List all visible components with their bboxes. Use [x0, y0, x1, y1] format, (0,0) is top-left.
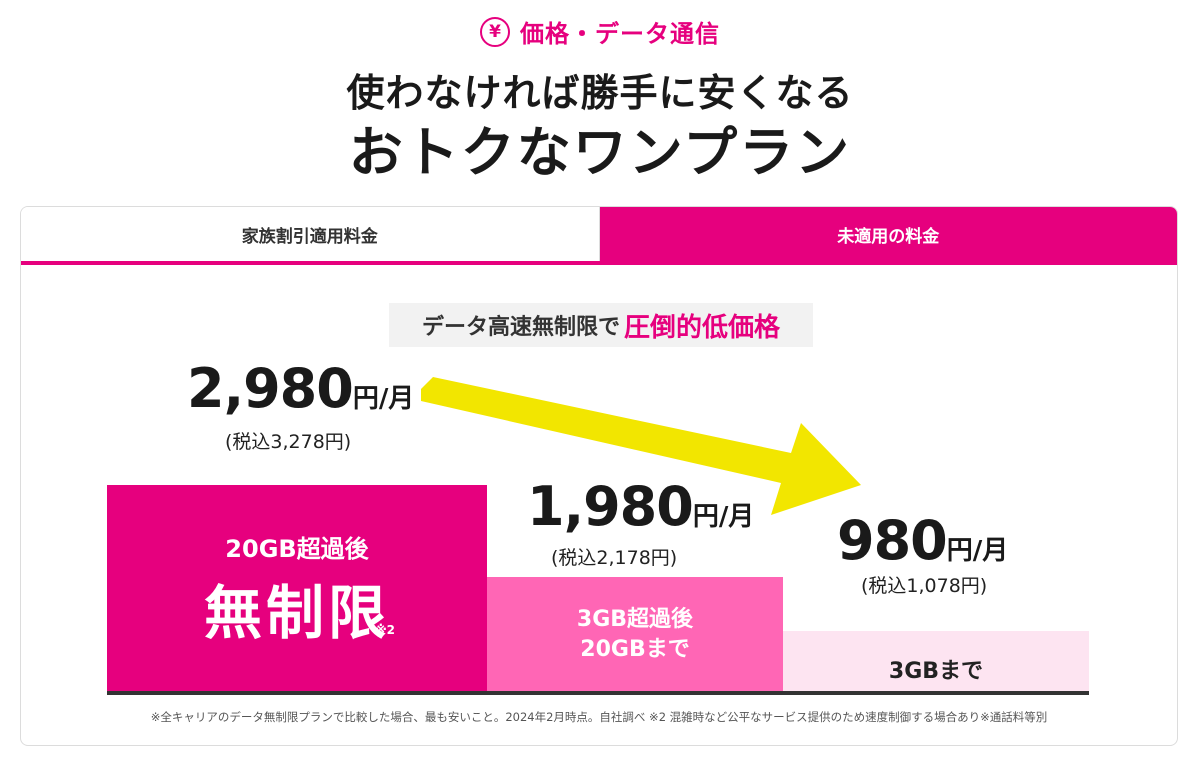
price-top: 2,980円/月	[187, 357, 414, 420]
headline-line2: おトクなワンプラン	[348, 121, 852, 184]
pricing-card: 家族割引適用料金 未適用の料金 データ高速無制限で 圧倒的低価格 2,980円/…	[20, 206, 1178, 746]
price-top-amount: 2,980	[187, 357, 354, 420]
yen-icon: ¥	[480, 16, 510, 47]
tagline: データ高速無制限で 圧倒的低価格	[389, 303, 813, 347]
price-mid: 1,980円/月	[527, 475, 754, 538]
bar-mid: 3GB超過後 20GBまで	[487, 577, 783, 693]
headline-line1: 使わなければ勝手に安くなる	[346, 71, 854, 115]
tab-standard-price[interactable]: 未適用の料金	[599, 207, 1177, 261]
bar-unlimited-line1: 20GB超過後	[225, 534, 369, 563]
price-mid-amount: 1,980	[527, 475, 694, 538]
yellow-arrow-icon	[421, 377, 861, 515]
bar-low: 3GBまで	[783, 631, 1089, 693]
chart-baseline	[107, 691, 1089, 695]
bar-mid-line1: 3GB超過後	[576, 607, 694, 632]
price-low-amount: 980	[837, 509, 948, 572]
bar-unlimited: 20GB超過後 無制限 ※2	[107, 485, 487, 693]
price-mid-tax: (税込2,178円)	[551, 547, 678, 569]
price-low-tax: (税込1,078円)	[861, 575, 988, 597]
bar-mid-line2: 20GBまで	[580, 637, 690, 662]
bar-unlimited-line2: 無制限	[203, 578, 390, 647]
price-low: 980円/月	[837, 509, 1008, 572]
tagline-text: データ高速無制限で	[421, 315, 620, 340]
price-tabs: 家族割引適用料金 未適用の料金	[21, 207, 1177, 265]
tagline-accent: 圧倒的低価格	[624, 312, 781, 343]
price-top-tax: (税込3,278円)	[225, 431, 352, 453]
price-low-unit: 円/月	[946, 536, 1009, 566]
category-header: ¥ 価格・データ通信	[0, 14, 1200, 49]
tab-family-discount[interactable]: 家族割引適用料金	[21, 207, 600, 261]
category-label: 価格・データ通信	[520, 20, 720, 48]
bar-unlimited-note: ※2	[375, 623, 396, 637]
footnote: ※全キャリアのデータ無制限プランで比較した場合、最も安いこと。2024年2月時点…	[150, 710, 1048, 724]
bar-low-line1: 3GBまで	[888, 659, 984, 684]
price-top-unit: 円/月	[352, 384, 415, 414]
price-mid-unit: 円/月	[692, 502, 755, 532]
